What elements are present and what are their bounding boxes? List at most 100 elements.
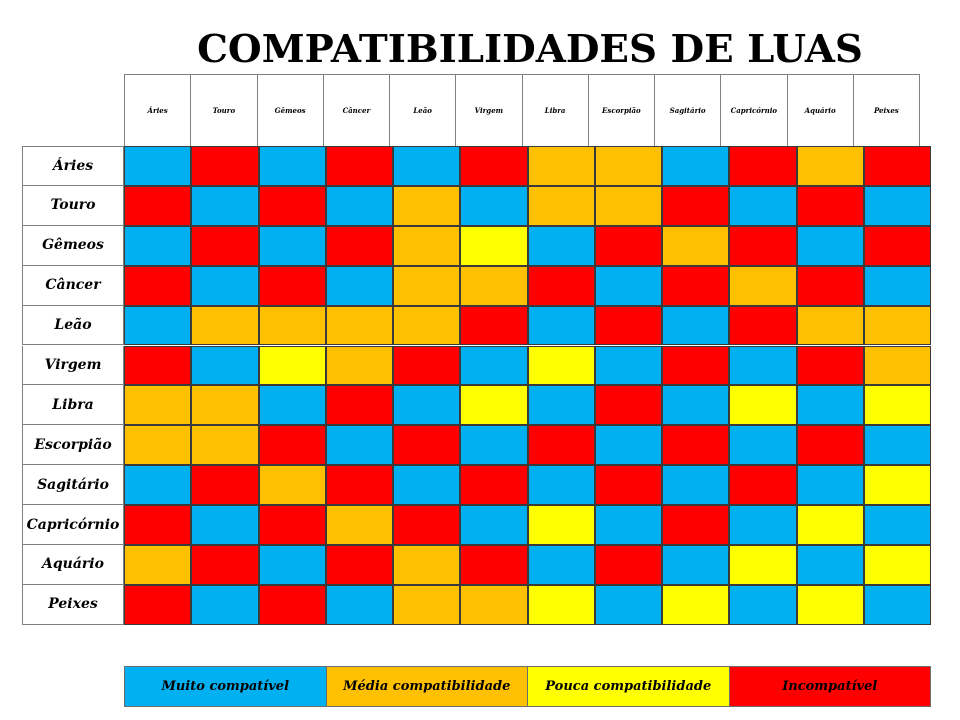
- compatibility-cell: [594, 345, 662, 386]
- compatibility-cell: [527, 584, 595, 625]
- compatibility-cell: [124, 185, 192, 226]
- compatibility-cell: [393, 425, 461, 466]
- compatibility-cell: [124, 465, 192, 506]
- column-header: Áries: [124, 74, 192, 146]
- legend-item: Muito compatível: [125, 667, 327, 706]
- compatibility-cell: [460, 305, 528, 346]
- row-header: Leão: [22, 305, 124, 346]
- compatibility-cell: [796, 545, 864, 585]
- compatibility-cell: [393, 185, 461, 226]
- compatibility-cell: [258, 584, 326, 625]
- compatibility-cell: [662, 425, 730, 466]
- compatibility-cell: [393, 305, 461, 346]
- compatibility-cell: [796, 425, 864, 466]
- compatibility-cell: [527, 505, 595, 545]
- compatibility-cell: [662, 584, 730, 625]
- compatibility-cell: [460, 345, 528, 386]
- table-row: Touro: [22, 185, 931, 226]
- compatibility-cell: [325, 465, 393, 506]
- compatibility-cell: [662, 265, 730, 306]
- compatibility-cell: [662, 385, 730, 426]
- compatibility-cell: [796, 265, 864, 306]
- column-header: Leão: [389, 74, 457, 146]
- compatibility-cell: [527, 265, 595, 306]
- legend-item: Incompatível: [729, 667, 930, 706]
- compatibility-cell: [662, 225, 730, 266]
- table-row: Sagitário: [22, 465, 931, 506]
- column-header: Touro: [190, 74, 258, 146]
- row-header: Sagitário: [22, 465, 124, 506]
- row-header: Touro: [22, 185, 124, 226]
- compatibility-cell: [863, 265, 931, 306]
- compatibility-cell: [258, 225, 326, 266]
- compatibility-cell: [662, 505, 730, 545]
- compatibility-cell: [729, 185, 797, 226]
- compatibility-cell: [863, 584, 931, 625]
- compatibility-cell: [460, 584, 528, 625]
- compatibility-cell: [796, 225, 864, 266]
- compatibility-cell: [460, 225, 528, 266]
- row-header: Capricórnio: [22, 505, 124, 545]
- legend: Muito compatível Média compatibilidade Pou…: [124, 666, 931, 707]
- legend-item: Pouca compatibilidade: [528, 667, 730, 706]
- compatibility-cell: [662, 545, 730, 585]
- compatibility-cell: [325, 584, 393, 625]
- compatibility-cell: [527, 225, 595, 266]
- compatibility-cell: [729, 225, 797, 266]
- compatibility-cell: [124, 305, 192, 346]
- compatibility-cell: [393, 465, 461, 506]
- table-row: Áries: [22, 146, 931, 186]
- compatibility-cell: [863, 345, 931, 386]
- compatibility-cell: [527, 305, 595, 346]
- compatibility-cell: [393, 265, 461, 306]
- compatibility-cell: [594, 305, 662, 346]
- compatibility-cell: [258, 345, 326, 386]
- compatibility-cell: [729, 265, 797, 306]
- compatibility-cell: [863, 425, 931, 466]
- compatibility-cell: [460, 425, 528, 466]
- compatibility-cell: [325, 225, 393, 266]
- column-header: Gêmeos: [256, 74, 324, 146]
- compatibility-cell: [325, 265, 393, 306]
- row-header: Câncer: [22, 265, 124, 306]
- compatibility-cell: [863, 505, 931, 545]
- compatibility-cell: [258, 305, 326, 346]
- compatibility-cell: [527, 465, 595, 506]
- compatibility-cell: [796, 146, 864, 186]
- compatibility-cell: [393, 345, 461, 386]
- compatibility-cell: [729, 146, 797, 186]
- column-header: Peixes: [852, 74, 920, 146]
- compatibility-cell: [527, 345, 595, 386]
- compatibility-cell: [393, 146, 461, 186]
- compatibility-cell: [527, 146, 595, 186]
- row-header: Áries: [22, 146, 124, 186]
- compatibility-cell: [258, 146, 326, 186]
- compatibility-cell: [325, 345, 393, 386]
- compatibility-cell: [594, 185, 662, 226]
- table-row: Câncer: [22, 265, 931, 306]
- legend-item: Média compatibilidade: [326, 667, 528, 706]
- compatibility-cell: [662, 345, 730, 386]
- compatibility-cell: [729, 425, 797, 466]
- compatibility-cell: [594, 545, 662, 585]
- compatibility-cell: [325, 185, 393, 226]
- compatibility-cell: [191, 584, 259, 625]
- compatibility-cell: [325, 305, 393, 346]
- compatibility-cell: [662, 185, 730, 226]
- compatibility-cell: [662, 146, 730, 186]
- compatibility-cell: [393, 385, 461, 426]
- compatibility-cell: [594, 225, 662, 266]
- compatibility-cell: [191, 505, 259, 545]
- compatibility-cell: [527, 545, 595, 585]
- row-header: Aquário: [22, 545, 124, 585]
- compatibility-cell: [594, 425, 662, 466]
- compatibility-cell: [124, 385, 192, 426]
- column-header: Câncer: [322, 74, 390, 146]
- compatibility-cell: [594, 265, 662, 306]
- compatibility-cell: [258, 545, 326, 585]
- row-header: Peixes: [22, 584, 124, 625]
- compatibility-cell: [191, 345, 259, 386]
- compatibility-cell: [594, 146, 662, 186]
- row-header: Gêmeos: [22, 225, 124, 266]
- row-header: Libra: [22, 385, 124, 426]
